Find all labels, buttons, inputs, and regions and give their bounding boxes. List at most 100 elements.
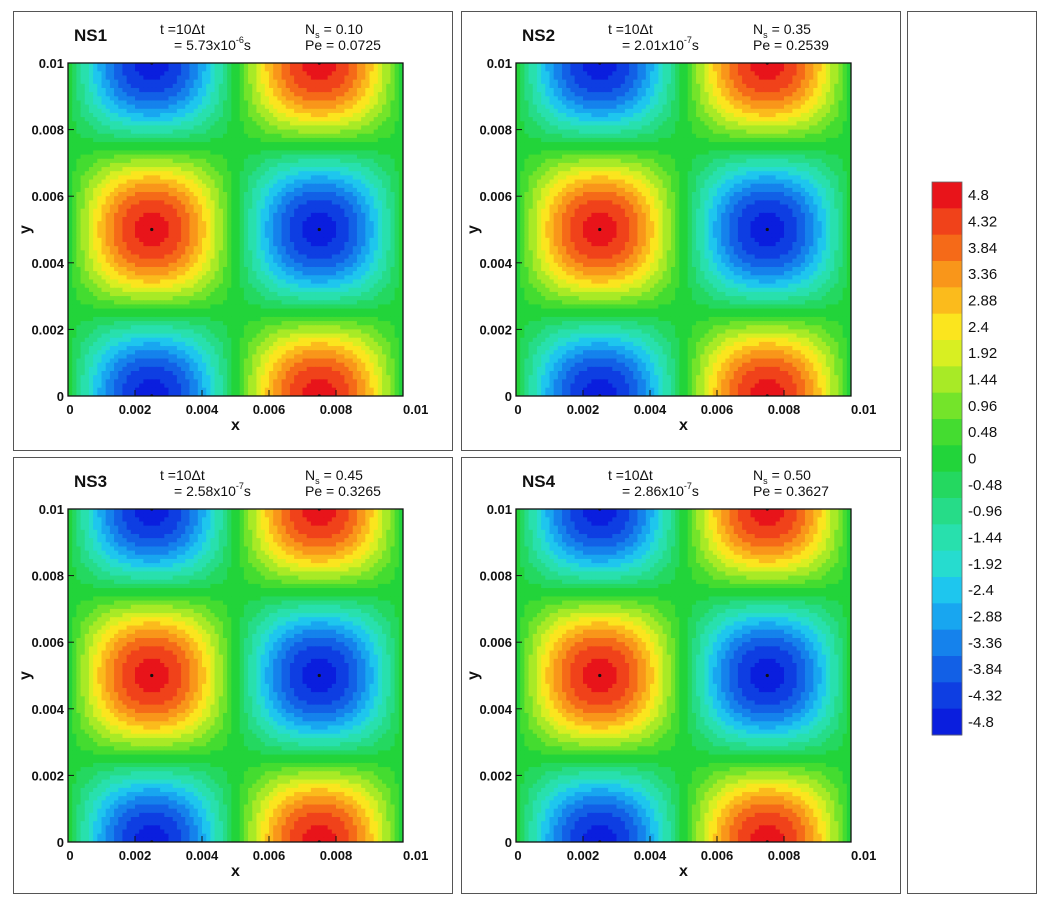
contour-cell (206, 312, 211, 318)
contour-cell (231, 87, 237, 93)
contour-cell (310, 175, 316, 181)
contour-cell (231, 208, 237, 214)
contour-cell (252, 79, 258, 85)
contour-cell (168, 117, 174, 122)
contour-cell (398, 287, 403, 293)
contour-cell (172, 229, 178, 235)
contour-cell (143, 296, 149, 301)
contour-cell (285, 137, 291, 143)
contour-cell (281, 154, 287, 160)
contour-cell (210, 237, 216, 243)
contour-cell (302, 171, 308, 176)
contour-cell (185, 71, 191, 77)
contour-cell (197, 266, 203, 272)
contour-cell (298, 112, 304, 118)
contour-cell (105, 67, 111, 72)
contour-cell (285, 100, 291, 106)
contour-cell (109, 154, 115, 160)
contour-cell (373, 187, 379, 193)
contour-cell (122, 208, 128, 214)
contour-cell (256, 171, 262, 176)
contour-cell (155, 262, 161, 268)
contour-cell (348, 167, 354, 172)
contour-cell (373, 100, 379, 106)
contour-cell (348, 146, 354, 152)
contour-cell (264, 158, 270, 164)
contour-cell (231, 92, 237, 97)
contour-cell (394, 312, 400, 318)
contour-cell (197, 312, 203, 318)
contour-cell (176, 279, 182, 285)
contour-cell (264, 121, 270, 127)
contour-cell (214, 287, 220, 293)
contour-cell (160, 63, 165, 68)
contour-cell (269, 96, 274, 102)
contour-cell (252, 225, 258, 231)
contour-cell (189, 266, 195, 272)
contour-cell (176, 87, 182, 93)
contour-cell (72, 237, 77, 243)
contour-cell (147, 100, 153, 106)
contour-cell (369, 175, 375, 181)
contour-cell (189, 217, 195, 222)
contour-cell (155, 100, 161, 106)
contour-cell (109, 225, 115, 231)
contour-cell (97, 79, 103, 85)
contour-cell (151, 316, 157, 322)
contour-cell (101, 142, 107, 147)
contour-cell (352, 175, 358, 181)
contour-cell (206, 196, 211, 201)
contour-cell (356, 154, 362, 160)
contour-cell (202, 129, 207, 135)
contour-cell (235, 125, 241, 131)
contour-cell (289, 254, 295, 260)
contour-cell (80, 192, 86, 197)
contour-cell (147, 217, 153, 222)
contour-cell (155, 71, 161, 77)
contour-cell (302, 71, 308, 77)
contour-cell (72, 117, 77, 122)
contour-cell (97, 283, 103, 289)
contour-cell (151, 154, 157, 160)
contour-cell (97, 192, 103, 197)
contour-cell (281, 296, 287, 301)
contour-cell (80, 96, 86, 102)
contour-cell (214, 258, 220, 264)
contour-cell (143, 233, 149, 239)
contour-cell (197, 250, 203, 256)
contour-cell (155, 192, 161, 197)
contour-cell (135, 92, 140, 97)
contour-cell (248, 71, 253, 77)
contour-cell (93, 291, 98, 297)
contour-cell (336, 262, 341, 268)
contour-cell (356, 79, 362, 85)
contour-cell (319, 137, 325, 143)
contour-cell (289, 96, 295, 102)
contour-cell (151, 83, 157, 89)
contour-cell (369, 287, 375, 293)
contour-cell (218, 179, 224, 185)
contour-cell (239, 287, 245, 293)
contour-cell (243, 316, 249, 322)
contour-cell (323, 71, 329, 77)
contour-cell (189, 137, 195, 143)
contour-cell (206, 162, 211, 168)
contour-cell (68, 296, 73, 301)
contour-cell (277, 171, 283, 176)
contour-cell (227, 241, 232, 247)
contour-cell (394, 67, 400, 72)
contour-cell (373, 196, 379, 201)
contour-cell (289, 266, 295, 272)
contour-cell (310, 271, 316, 276)
contour-cell (68, 237, 73, 243)
contour-cell (382, 291, 387, 297)
contour-cell (310, 233, 316, 239)
contour-cell (176, 321, 182, 326)
contour-cell (222, 200, 228, 206)
contour-cell (193, 304, 199, 310)
contour-cell (382, 271, 387, 276)
contour-cell (68, 250, 73, 256)
contour-cell (348, 112, 354, 118)
contour-cell (126, 104, 132, 110)
contour-cell (382, 146, 387, 152)
